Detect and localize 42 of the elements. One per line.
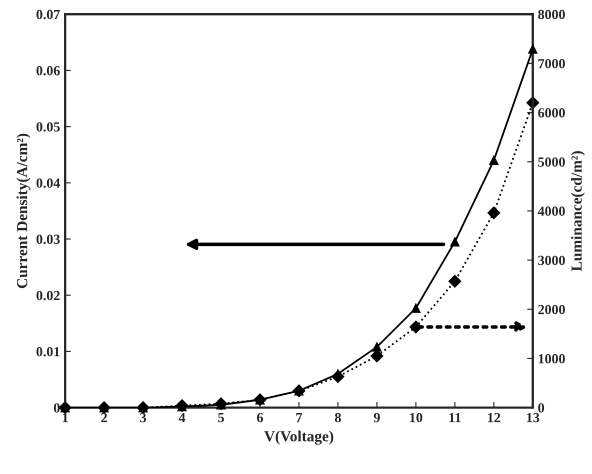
- y2-tick-label: 1000: [538, 354, 565, 364]
- y-tick-label: 0: [54, 403, 60, 413]
- point: [372, 342, 382, 352]
- y-tick-label: 0.02: [36, 290, 60, 300]
- point: [411, 303, 421, 313]
- x-tick-label: 6: [256, 412, 264, 422]
- y2-tick-label: 0: [538, 403, 544, 413]
- x-tick-label: 5: [218, 413, 224, 422]
- y-tick-label: 0.07: [36, 10, 60, 20]
- x-tick-label: 9: [374, 412, 380, 422]
- point: [489, 156, 499, 166]
- y2-tick-label: 7000: [538, 58, 565, 68]
- y2-tick-label: 5000: [538, 157, 565, 167]
- y-tick-label: 0.03: [36, 234, 60, 244]
- x-tick-label: 4: [178, 412, 186, 422]
- x-axis-title: V(Voltage): [264, 430, 334, 445]
- y2-tick-label: 2000: [538, 304, 565, 314]
- point: [448, 274, 462, 288]
- point: [333, 369, 343, 379]
- x-tick-label: 8: [334, 412, 341, 422]
- y-axis-title: Current Density(A/cm²): [16, 134, 30, 288]
- y2-tick-label: 3000: [538, 256, 565, 266]
- y-tick-label: 0.01: [36, 347, 60, 356]
- x-tick-label: 12: [488, 412, 500, 422]
- y-tick-label: 0.05: [36, 122, 60, 132]
- x-tick-label: 13: [526, 412, 540, 422]
- x-tick-label: 11: [449, 412, 461, 422]
- point: [487, 206, 500, 220]
- y2-axis-title: Luminance(cd/m²): [570, 151, 585, 272]
- y2-tick-label: 4000: [538, 206, 565, 216]
- point: [370, 350, 384, 362]
- y2-tick-label: 6000: [538, 108, 565, 118]
- x-tick-label: 10: [410, 412, 422, 422]
- y2-tick-label: 8000: [538, 10, 565, 20]
- point: [528, 44, 538, 54]
- x-tick-label: 1: [62, 412, 68, 422]
- point: [450, 237, 460, 247]
- x-tick-label: 3: [140, 412, 146, 422]
- y-tick-label: 0.04: [36, 178, 60, 188]
- y-tick-label: 0.06: [36, 66, 60, 76]
- x-tick-label: 7: [296, 413, 302, 422]
- x-tick-label: 2: [101, 412, 107, 422]
